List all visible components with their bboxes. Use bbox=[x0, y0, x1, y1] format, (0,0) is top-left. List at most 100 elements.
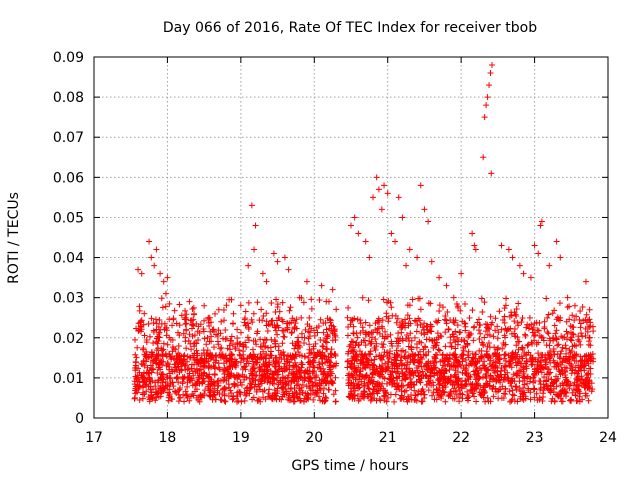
data-point bbox=[524, 342, 531, 349]
data-point bbox=[323, 326, 330, 333]
data-point bbox=[135, 365, 142, 372]
data-point bbox=[252, 338, 259, 345]
data-point bbox=[331, 362, 338, 369]
data-point bbox=[274, 303, 281, 310]
data-point bbox=[379, 344, 386, 351]
data-point bbox=[501, 305, 508, 312]
data-point bbox=[133, 325, 140, 332]
data-point bbox=[268, 300, 275, 307]
data-point bbox=[388, 304, 395, 311]
data-point bbox=[182, 362, 189, 369]
data-point bbox=[228, 351, 235, 358]
data-point bbox=[537, 222, 544, 229]
data-point bbox=[292, 351, 299, 358]
data-point bbox=[234, 326, 241, 333]
data-point bbox=[519, 346, 526, 353]
data-point bbox=[279, 299, 286, 306]
data-point bbox=[258, 306, 265, 313]
data-point bbox=[545, 330, 552, 337]
data-point bbox=[590, 328, 597, 335]
data-point bbox=[141, 310, 148, 317]
data-point bbox=[497, 368, 504, 375]
data-point bbox=[290, 362, 297, 369]
data-point bbox=[223, 302, 230, 309]
data-point bbox=[148, 254, 155, 261]
data-point bbox=[176, 332, 183, 339]
y-tick-label: 0.01 bbox=[53, 371, 84, 387]
data-point bbox=[189, 368, 196, 375]
data-point bbox=[327, 327, 334, 334]
data-point bbox=[344, 314, 351, 321]
data-point bbox=[180, 353, 187, 360]
data-point bbox=[324, 315, 331, 322]
data-point bbox=[191, 340, 198, 347]
data-point bbox=[317, 337, 324, 344]
data-point bbox=[150, 366, 157, 373]
data-point bbox=[270, 357, 277, 364]
data-point bbox=[168, 356, 175, 363]
data-point bbox=[205, 319, 212, 326]
data-point bbox=[480, 154, 487, 161]
data-point bbox=[406, 246, 413, 253]
data-point bbox=[308, 305, 315, 312]
data-point bbox=[205, 314, 212, 321]
data-point bbox=[355, 364, 362, 371]
data-point bbox=[159, 379, 166, 386]
data-point bbox=[230, 361, 237, 368]
data-point bbox=[543, 295, 550, 302]
data-point bbox=[245, 360, 252, 367]
data-point bbox=[257, 366, 264, 373]
data-point bbox=[274, 368, 281, 375]
data-point bbox=[152, 397, 159, 404]
data-point bbox=[249, 372, 256, 379]
data-point bbox=[502, 302, 509, 309]
data-point bbox=[235, 397, 242, 404]
data-point bbox=[182, 307, 189, 314]
data-point bbox=[470, 337, 477, 344]
data-point bbox=[252, 222, 259, 229]
data-point bbox=[554, 392, 561, 399]
data-point bbox=[226, 342, 233, 349]
data-point bbox=[254, 397, 261, 404]
data-point bbox=[182, 334, 189, 341]
y-tick-label: 0.03 bbox=[53, 291, 84, 307]
data-point bbox=[482, 370, 489, 377]
data-point bbox=[300, 398, 307, 405]
data-point bbox=[265, 320, 272, 327]
data-point bbox=[481, 114, 488, 121]
data-point bbox=[150, 339, 157, 346]
data-point bbox=[238, 398, 245, 405]
data-point bbox=[455, 338, 462, 345]
data-point bbox=[258, 373, 265, 380]
data-point bbox=[308, 349, 315, 356]
data-point bbox=[285, 390, 292, 397]
data-point bbox=[191, 332, 198, 339]
data-point bbox=[571, 302, 578, 309]
data-point bbox=[246, 375, 253, 382]
data-point bbox=[470, 324, 477, 331]
x-tick-label: 21 bbox=[379, 430, 397, 446]
data-point bbox=[286, 397, 293, 404]
data-point bbox=[558, 333, 565, 340]
data-point bbox=[285, 266, 292, 273]
data-point bbox=[173, 320, 180, 327]
data-point bbox=[145, 354, 152, 361]
data-point bbox=[291, 385, 298, 392]
data-point bbox=[281, 327, 288, 334]
data-point bbox=[163, 372, 170, 379]
data-point bbox=[378, 323, 385, 330]
data-point bbox=[156, 316, 163, 323]
data-point bbox=[442, 343, 449, 350]
data-point bbox=[515, 300, 522, 307]
data-point bbox=[140, 357, 147, 364]
data-point bbox=[495, 395, 502, 402]
data-point bbox=[308, 379, 315, 386]
data-point bbox=[205, 365, 212, 372]
data-point bbox=[535, 327, 542, 334]
data-point bbox=[498, 326, 505, 333]
data-point bbox=[535, 250, 542, 257]
data-point bbox=[292, 374, 299, 381]
data-point bbox=[215, 341, 222, 348]
data-point bbox=[311, 374, 318, 381]
data-point bbox=[266, 386, 273, 393]
